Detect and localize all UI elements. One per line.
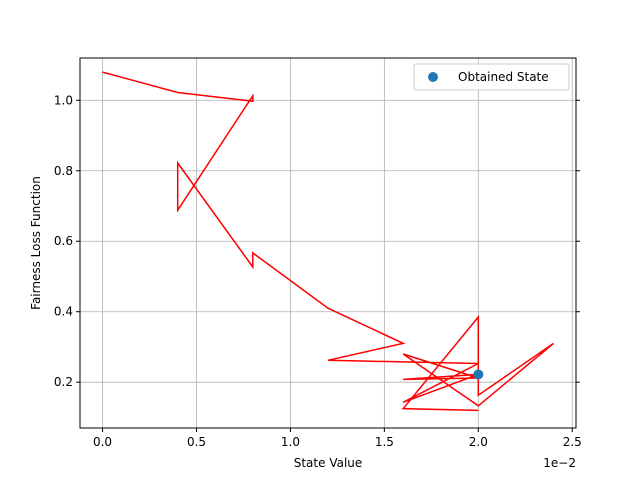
x-tick-label: 2.5: [563, 435, 582, 449]
trajectory-line: [102, 71, 554, 412]
x-axis-offset-label: 1e−2: [543, 456, 576, 470]
x-tick-label: 1.0: [281, 435, 300, 449]
x-axis-label: State Value: [294, 456, 363, 470]
x-axis-ticks: 0.0 0.5 1.0 1.5 2.0 2.5: [93, 428, 582, 449]
plot-frame: [79, 57, 577, 429]
y-tick-label: 0.6: [54, 234, 73, 248]
y-tick-label: 0.4: [54, 305, 73, 319]
y-axis-ticks: 0.2 0.4 0.6 0.8 1.0: [54, 93, 580, 389]
y-tick-label: 0.2: [54, 375, 73, 389]
x-tick-label: 1.5: [375, 435, 394, 449]
y-axis-label: Fairness Loss Function: [29, 176, 43, 310]
x-tick-label: 0.0: [93, 435, 112, 449]
y-tick-label: 0.8: [54, 164, 73, 178]
legend-marker-obtained-state: [428, 72, 438, 82]
series-layer: [102, 71, 554, 412]
y-tick-label: 1.0: [54, 93, 73, 107]
grid-lines: [80, 58, 576, 428]
legend-label-obtained-state: Obtained State: [458, 70, 549, 84]
obtained-state-point: [473, 369, 484, 380]
legend-box: [413, 63, 570, 91]
legend: Obtained State: [413, 63, 570, 91]
x-tick-label: 2.0: [469, 435, 488, 449]
x-tick-label: 0.5: [187, 435, 206, 449]
